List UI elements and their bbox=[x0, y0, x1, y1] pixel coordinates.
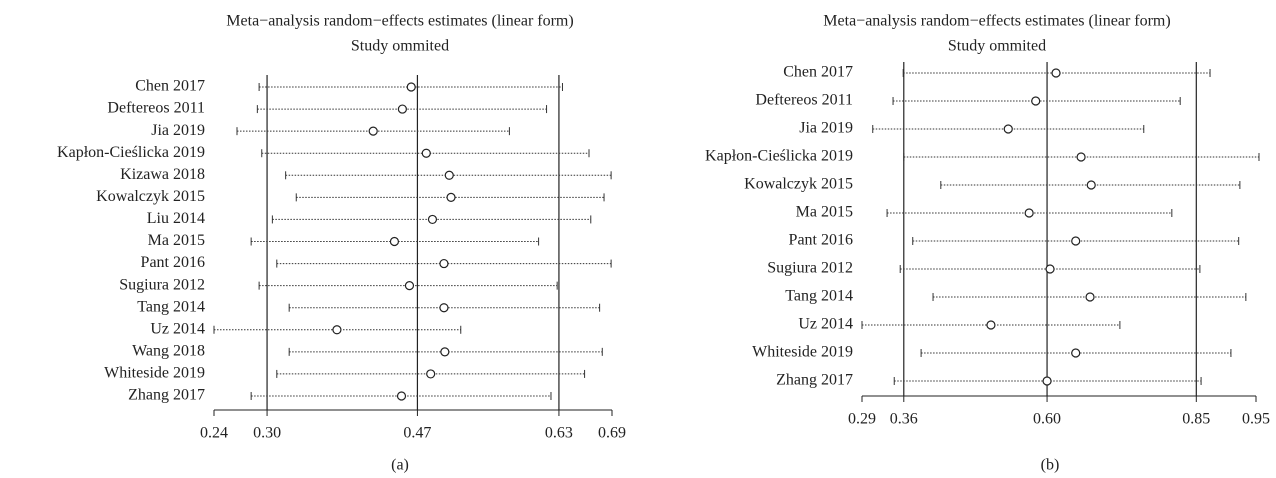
study-label: Tang 2014 bbox=[137, 298, 205, 315]
chart-title: Meta−analysis random−effects estimates (… bbox=[823, 13, 1170, 30]
point-estimate bbox=[426, 369, 436, 379]
study-label: Ma 2015 bbox=[148, 232, 205, 249]
point-estimate bbox=[439, 303, 449, 313]
x-tick-label: 0.24 bbox=[200, 425, 228, 442]
point-estimate bbox=[986, 320, 996, 330]
study-label: Kizawa 2018 bbox=[120, 166, 205, 183]
study-label: Zhang 2017 bbox=[776, 372, 853, 389]
point-estimate bbox=[1076, 152, 1086, 162]
point-estimate bbox=[1071, 348, 1081, 358]
point-estimate bbox=[421, 148, 431, 158]
point-estimate bbox=[368, 126, 378, 136]
study-label: Pant 2016 bbox=[789, 232, 853, 249]
x-tick-label: 0.47 bbox=[403, 425, 431, 442]
study-label: Jia 2019 bbox=[799, 120, 853, 137]
point-estimate bbox=[440, 347, 450, 357]
study-label: Sugiura 2012 bbox=[767, 260, 853, 277]
point-estimate bbox=[1051, 68, 1061, 78]
point-estimate bbox=[1085, 292, 1095, 302]
point-estimate bbox=[404, 281, 415, 291]
point-estimate bbox=[1024, 208, 1034, 218]
x-tick-label: 0.63 bbox=[545, 425, 573, 442]
study-label: Zhang 2017 bbox=[128, 387, 205, 404]
point-estimate bbox=[397, 104, 407, 114]
study-label: Ma 2015 bbox=[796, 204, 853, 221]
point-estimate bbox=[1071, 236, 1081, 246]
point-estimate bbox=[427, 214, 438, 225]
study-label: Liu 2014 bbox=[147, 210, 205, 227]
point-estimate bbox=[1045, 264, 1055, 274]
chart-subtitle: Study ommited bbox=[351, 38, 449, 55]
x-tick-label: 0.60 bbox=[1033, 411, 1061, 428]
study-label: Kapłon-Cieślicka 2019 bbox=[57, 144, 205, 161]
point-estimate bbox=[1031, 96, 1041, 106]
x-tick-label: 0.30 bbox=[253, 425, 281, 442]
study-label: Sugiura 2012 bbox=[119, 276, 205, 293]
study-label: Kapłon-Cieślicka 2019 bbox=[705, 148, 853, 165]
study-label: Wang 2018 bbox=[132, 343, 205, 360]
study-label: Chen 2017 bbox=[135, 78, 205, 95]
study-label: Chen 2017 bbox=[783, 64, 853, 81]
study-label: Pant 2016 bbox=[141, 254, 205, 271]
point-estimate bbox=[1003, 124, 1013, 134]
point-estimate bbox=[446, 192, 456, 202]
point-estimate bbox=[1086, 180, 1096, 190]
point-estimate bbox=[332, 325, 342, 335]
study-label: Tang 2014 bbox=[785, 288, 853, 305]
chart-title: Meta−analysis random−effects estimates (… bbox=[226, 13, 573, 30]
study-label: Kowalczyk 2015 bbox=[96, 188, 205, 205]
study-label: Deftereos 2011 bbox=[755, 92, 853, 109]
chart-subtitle: Study ommited bbox=[948, 38, 1046, 55]
point-estimate bbox=[1042, 376, 1052, 386]
panel-caption: (b) bbox=[1041, 457, 1060, 474]
x-tick-label: 0.85 bbox=[1182, 411, 1210, 428]
point-estimate bbox=[439, 258, 449, 269]
x-tick-label: 0.69 bbox=[598, 425, 626, 442]
study-label: Uz 2014 bbox=[150, 320, 205, 337]
point-estimate bbox=[389, 236, 400, 247]
study-label: Whiteside 2019 bbox=[104, 365, 205, 382]
point-estimate bbox=[444, 170, 454, 180]
point-estimate bbox=[406, 82, 416, 92]
study-label: Deftereos 2011 bbox=[107, 100, 205, 117]
study-label: Jia 2019 bbox=[151, 122, 205, 139]
panel-caption: (a) bbox=[391, 457, 409, 474]
study-label: Whiteside 2019 bbox=[752, 344, 853, 361]
x-tick-label: 0.36 bbox=[890, 411, 918, 428]
study-label: Uz 2014 bbox=[798, 316, 853, 333]
x-tick-label: 0.29 bbox=[848, 411, 876, 428]
point-estimate bbox=[396, 391, 407, 401]
x-tick-label: 0.95 bbox=[1242, 411, 1270, 428]
study-label: Kowalczyk 2015 bbox=[744, 176, 853, 193]
